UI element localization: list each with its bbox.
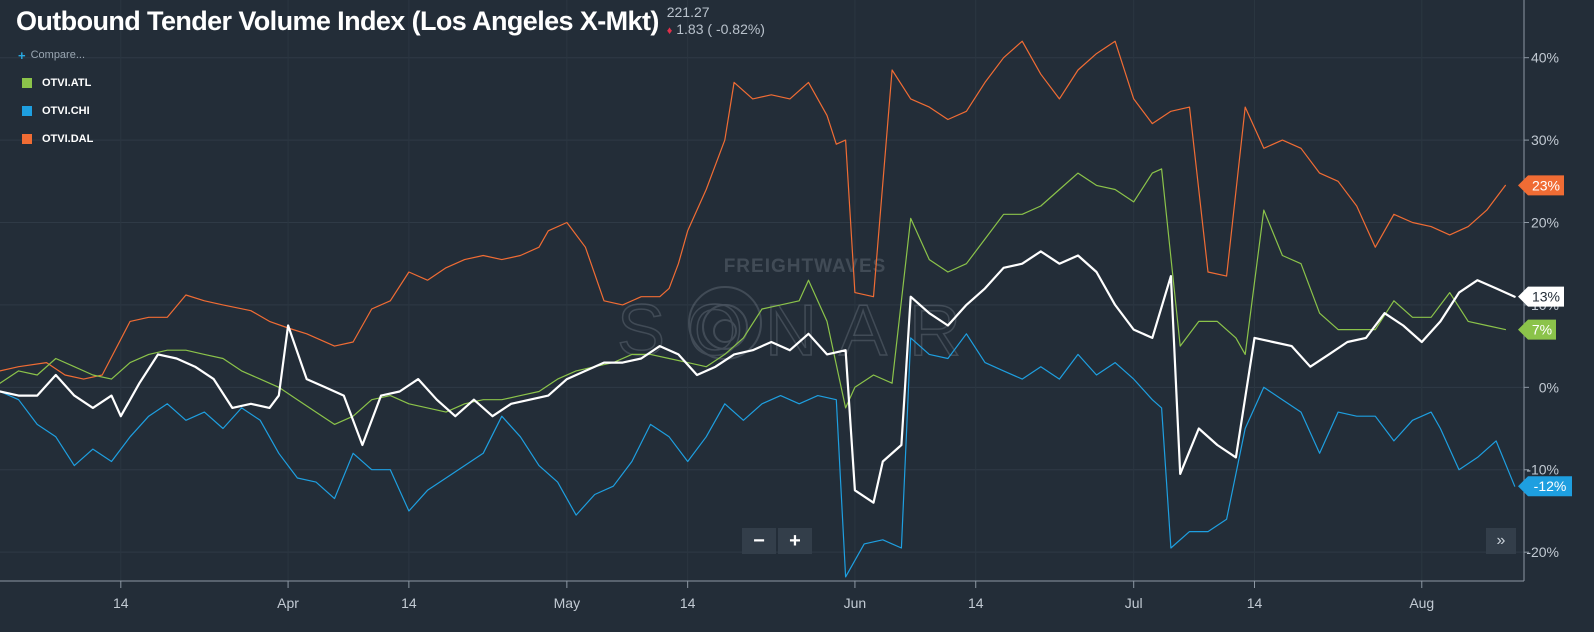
y-tick-label: 0%	[1539, 379, 1559, 395]
x-tick-label: 14	[680, 595, 696, 611]
end-labels: 23% 7% -12% 13%	[1518, 175, 1572, 497]
expand-button[interactable]: »	[1486, 528, 1516, 554]
compare-label: Compare...	[30, 49, 86, 61]
x-tick-label: 14	[401, 595, 417, 611]
legend-swatch-dal	[22, 134, 32, 144]
end-label-text: 7%	[1532, 322, 1552, 338]
current-value: 221.27	[666, 4, 710, 20]
end-label-otvi-lax: 13%	[1518, 286, 1564, 307]
zoom-out-button[interactable]: −	[742, 528, 776, 554]
end-label-tag	[1518, 476, 1572, 497]
zoom-controls: − +	[742, 528, 812, 554]
watermark-logo-icon	[688, 286, 762, 360]
legend-item-chi[interactable]: OTVI.CHI	[18, 104, 93, 118]
y-tick-label: 30%	[1531, 132, 1559, 148]
legend-swatch-chi	[22, 106, 32, 116]
series-lines	[0, 40, 1516, 578]
legend-label-chi: OTVI.CHI	[42, 105, 90, 117]
y-tick-label: -10%	[1526, 462, 1559, 478]
legend: + Compare... OTVI.ATL OTVI.CHI OTVI.DAL	[18, 48, 93, 146]
end-label-text: -12%	[1534, 478, 1567, 494]
x-tick-label: 14	[1247, 595, 1263, 611]
chart-header: Outbound Tender Volume Index (Los Angele…	[16, 4, 765, 40]
end-label-otvi-chi: -12%	[1518, 476, 1572, 497]
y-tick-label: 20%	[1531, 215, 1559, 231]
quote-box: 221.27 ♦ 1.83 ( -0.82%)	[667, 4, 765, 40]
y-tick-label: 40%	[1531, 50, 1559, 66]
y-tick-label: -20%	[1526, 544, 1559, 560]
compare-button[interactable]: + Compare...	[18, 47, 93, 63]
x-tick-label: May	[554, 595, 580, 611]
axes: 14Apr14May14Jun14Jul14Aug40%30%20%10%0%-…	[0, 0, 1559, 611]
series-line-otvi-lax	[0, 250, 1516, 504]
down-arrow-icon: ♦	[666, 25, 673, 37]
watermark-product: SONAR	[617, 291, 983, 371]
legend-label-dal: OTVI.DAL	[42, 133, 94, 145]
end-label-text: 23%	[1532, 177, 1560, 193]
x-tick-label: 14	[968, 595, 984, 611]
change-row: ♦ 1.83 ( -0.82%)	[667, 21, 765, 40]
x-tick-label: 14	[113, 595, 129, 611]
end-label-text: 13%	[1532, 289, 1560, 305]
legend-label-atl: OTVI.ATL	[42, 77, 92, 89]
zoom-in-button[interactable]: +	[778, 528, 812, 554]
x-tick-label: Jun	[844, 595, 867, 611]
series-line-otvi-dal	[0, 40, 1507, 380]
x-tick-label: Aug	[1409, 595, 1434, 611]
end-label-tag	[1518, 175, 1564, 196]
end-label-tag	[1518, 319, 1556, 340]
legend-item-atl[interactable]: OTVI.ATL	[18, 76, 93, 90]
series-line-otvi-chi	[0, 333, 1516, 578]
plus-icon: +	[18, 47, 26, 63]
end-label-otvi-atl: 7%	[1518, 319, 1556, 340]
legend-item-dal[interactable]: OTVI.DAL	[18, 132, 93, 146]
x-tick-label: Apr	[277, 595, 299, 611]
watermark: FREIGHTWAVES SONAR	[616, 256, 983, 372]
watermark-brand: FREIGHTWAVES	[724, 256, 887, 277]
end-label-tag	[1518, 286, 1564, 307]
chart-title: Outbound Tender Volume Index (Los Angele…	[16, 6, 659, 36]
series-line-otvi-atl	[0, 168, 1507, 425]
end-label-otvi-dal: 23%	[1518, 175, 1564, 196]
change-value: 1.83 ( -0.82%)	[676, 21, 765, 37]
x-tick-label: Jul	[1125, 595, 1143, 611]
legend-swatch-atl	[22, 78, 32, 88]
